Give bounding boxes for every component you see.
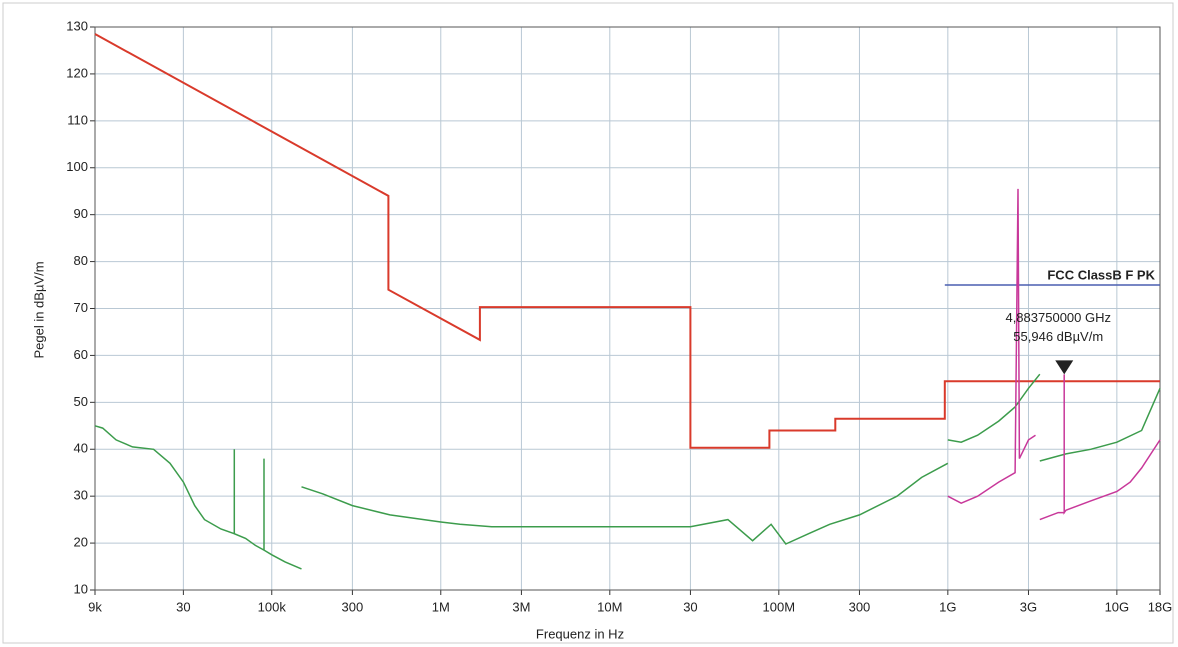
x-tick-label: 3G <box>1020 599 1037 614</box>
y-tick-label: 130 <box>66 18 88 33</box>
x-tick-label: 9k <box>88 599 102 614</box>
y-tick-label: 90 <box>74 206 88 221</box>
series-line <box>94 33 1160 449</box>
marker-y-label: 55,946 dBµV/m <box>1013 329 1103 344</box>
y-tick-label: 10 <box>74 581 88 596</box>
y-axis-label: Pegel in dBµV/m <box>31 261 46 358</box>
marker-x-label: 4,883750000 GHz <box>1005 310 1111 325</box>
y-tick-label: 110 <box>67 112 88 127</box>
x-tick-label: 300 <box>849 599 871 614</box>
x-tick-label: 3M <box>512 599 530 614</box>
y-tick-label: 30 <box>74 488 88 503</box>
x-tick-label: 1G <box>939 599 956 614</box>
plot-border <box>94 26 1161 591</box>
series-line <box>947 188 1161 521</box>
x-tick-label: 300 <box>342 599 364 614</box>
x-tick-label: 30 <box>176 599 190 614</box>
x-tick-label: 18G <box>1148 599 1173 614</box>
y-tick-label: 100 <box>66 159 88 174</box>
x-tick-label: 10M <box>597 599 622 614</box>
marker <box>1055 360 1074 375</box>
y-tick-label: 20 <box>74 535 88 550</box>
x-tick-label: 1M <box>432 599 450 614</box>
x-tick-label: 30 <box>683 599 697 614</box>
series-line <box>94 373 1161 570</box>
series-label: FCC ClassB F PK <box>1047 267 1155 282</box>
y-tick-label: 70 <box>74 300 88 315</box>
x-tick-label: 10G <box>1105 599 1130 614</box>
y-tick-label: 120 <box>66 65 88 80</box>
x-tick-label: 100k <box>258 599 287 614</box>
y-tick-label: 80 <box>74 253 88 268</box>
y-tick-label: 40 <box>74 441 88 456</box>
y-tick-label: 60 <box>74 347 88 362</box>
x-tick-label: 100M <box>763 599 796 614</box>
y-tick-label: 50 <box>74 394 88 409</box>
x-axis-label: Frequenz in Hz <box>536 626 624 641</box>
